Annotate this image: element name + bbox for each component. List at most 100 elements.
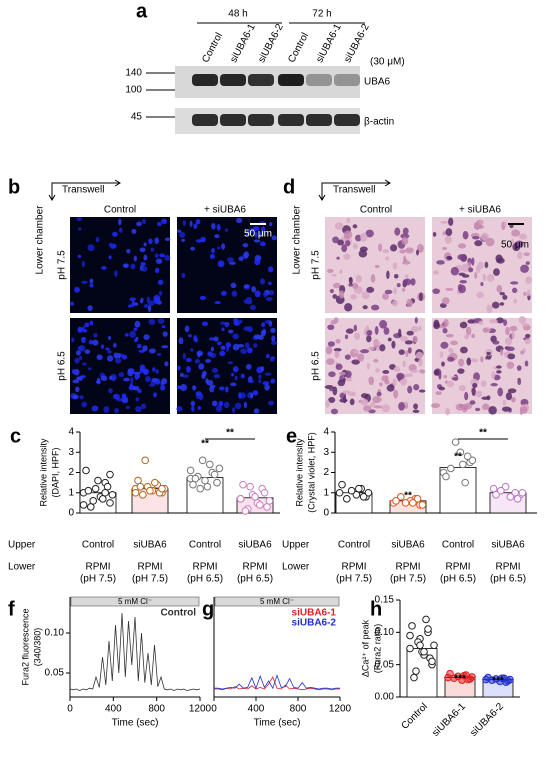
cell bbox=[355, 274, 363, 283]
cell bbox=[114, 270, 118, 277]
column-label: + siUBA6 bbox=[204, 205, 246, 216]
row-label: pH 6.5 bbox=[311, 351, 322, 381]
cell bbox=[114, 408, 119, 414]
cell bbox=[143, 334, 150, 340]
panel-label: f bbox=[8, 598, 15, 620]
cell bbox=[366, 329, 373, 336]
cell bbox=[182, 374, 189, 378]
data-point bbox=[460, 671, 468, 680]
cell bbox=[484, 261, 489, 269]
cell bbox=[140, 262, 147, 266]
cell bbox=[245, 300, 253, 305]
cell bbox=[232, 343, 240, 351]
cell bbox=[344, 354, 351, 360]
cell bbox=[410, 369, 419, 374]
cell bbox=[407, 385, 413, 394]
cell bbox=[353, 324, 358, 332]
cell bbox=[478, 320, 484, 325]
cell bbox=[445, 333, 454, 338]
panel-label: b bbox=[8, 176, 20, 198]
cell bbox=[194, 358, 201, 364]
cell bbox=[148, 238, 153, 245]
cell bbox=[263, 291, 268, 298]
cell bbox=[488, 405, 497, 415]
cell bbox=[139, 364, 146, 371]
cell bbox=[393, 287, 397, 295]
cell bbox=[401, 287, 406, 292]
cell bbox=[406, 330, 414, 336]
cell bbox=[433, 322, 441, 330]
cell bbox=[115, 357, 122, 364]
cell bbox=[327, 324, 335, 331]
cell bbox=[73, 369, 80, 376]
data-point bbox=[191, 474, 200, 483]
cell bbox=[458, 272, 466, 276]
cell bbox=[386, 384, 395, 392]
cell bbox=[499, 302, 505, 306]
cell bbox=[190, 347, 194, 352]
cell bbox=[442, 327, 448, 334]
lane-label: Control bbox=[200, 31, 225, 65]
cell bbox=[485, 237, 495, 247]
x-tick-label: RPMI bbox=[86, 562, 111, 573]
cell bbox=[232, 406, 236, 414]
cell bbox=[496, 284, 503, 293]
cell bbox=[450, 340, 458, 346]
cell bbox=[383, 327, 390, 335]
cell bbox=[372, 396, 381, 404]
panel-label: e bbox=[286, 425, 297, 447]
cell bbox=[393, 273, 399, 279]
cell bbox=[335, 338, 341, 344]
cell bbox=[381, 375, 388, 382]
data-point bbox=[420, 647, 428, 656]
cell bbox=[89, 320, 94, 326]
cell bbox=[264, 372, 272, 376]
cell bbox=[136, 221, 142, 227]
data-point bbox=[141, 456, 149, 465]
cell bbox=[268, 400, 275, 406]
cell bbox=[516, 365, 522, 371]
cell bbox=[201, 321, 209, 327]
data-point bbox=[91, 484, 100, 493]
data-point bbox=[418, 501, 427, 509]
cell bbox=[458, 385, 466, 392]
cell bbox=[332, 294, 338, 299]
data-point bbox=[410, 673, 418, 682]
row-label: Upper bbox=[282, 540, 310, 551]
cell bbox=[328, 396, 336, 403]
cell bbox=[230, 282, 237, 289]
cell bbox=[334, 222, 344, 230]
cell bbox=[440, 341, 449, 349]
cell bbox=[101, 265, 107, 270]
cell bbox=[139, 247, 146, 253]
column-label: Control bbox=[360, 205, 392, 216]
cell bbox=[117, 353, 121, 359]
cell bbox=[185, 357, 192, 363]
cell bbox=[503, 221, 507, 227]
cell bbox=[517, 377, 521, 382]
cell bbox=[491, 301, 500, 309]
cell bbox=[238, 392, 242, 399]
cell bbox=[445, 228, 453, 236]
x-tick-label: 800 bbox=[290, 704, 307, 715]
cell bbox=[164, 254, 171, 261]
cell bbox=[178, 337, 184, 345]
cell bbox=[213, 374, 221, 379]
cell bbox=[232, 366, 239, 373]
cell bbox=[134, 320, 141, 328]
cell bbox=[131, 228, 137, 235]
data-point bbox=[446, 669, 454, 678]
significance: *** bbox=[454, 674, 466, 685]
cell bbox=[224, 322, 229, 328]
data-point bbox=[338, 480, 346, 489]
panel-label: c bbox=[10, 425, 21, 447]
x-tick-label: RPMI bbox=[496, 562, 521, 573]
cell bbox=[271, 235, 278, 241]
x-tick-label: (pH 7.5) bbox=[132, 574, 168, 585]
x-tick-label: (pH 7.5) bbox=[390, 574, 426, 585]
cell bbox=[502, 399, 507, 406]
cell bbox=[501, 406, 511, 412]
cell bbox=[269, 222, 273, 227]
data-point bbox=[442, 472, 450, 481]
data-point bbox=[412, 667, 420, 675]
